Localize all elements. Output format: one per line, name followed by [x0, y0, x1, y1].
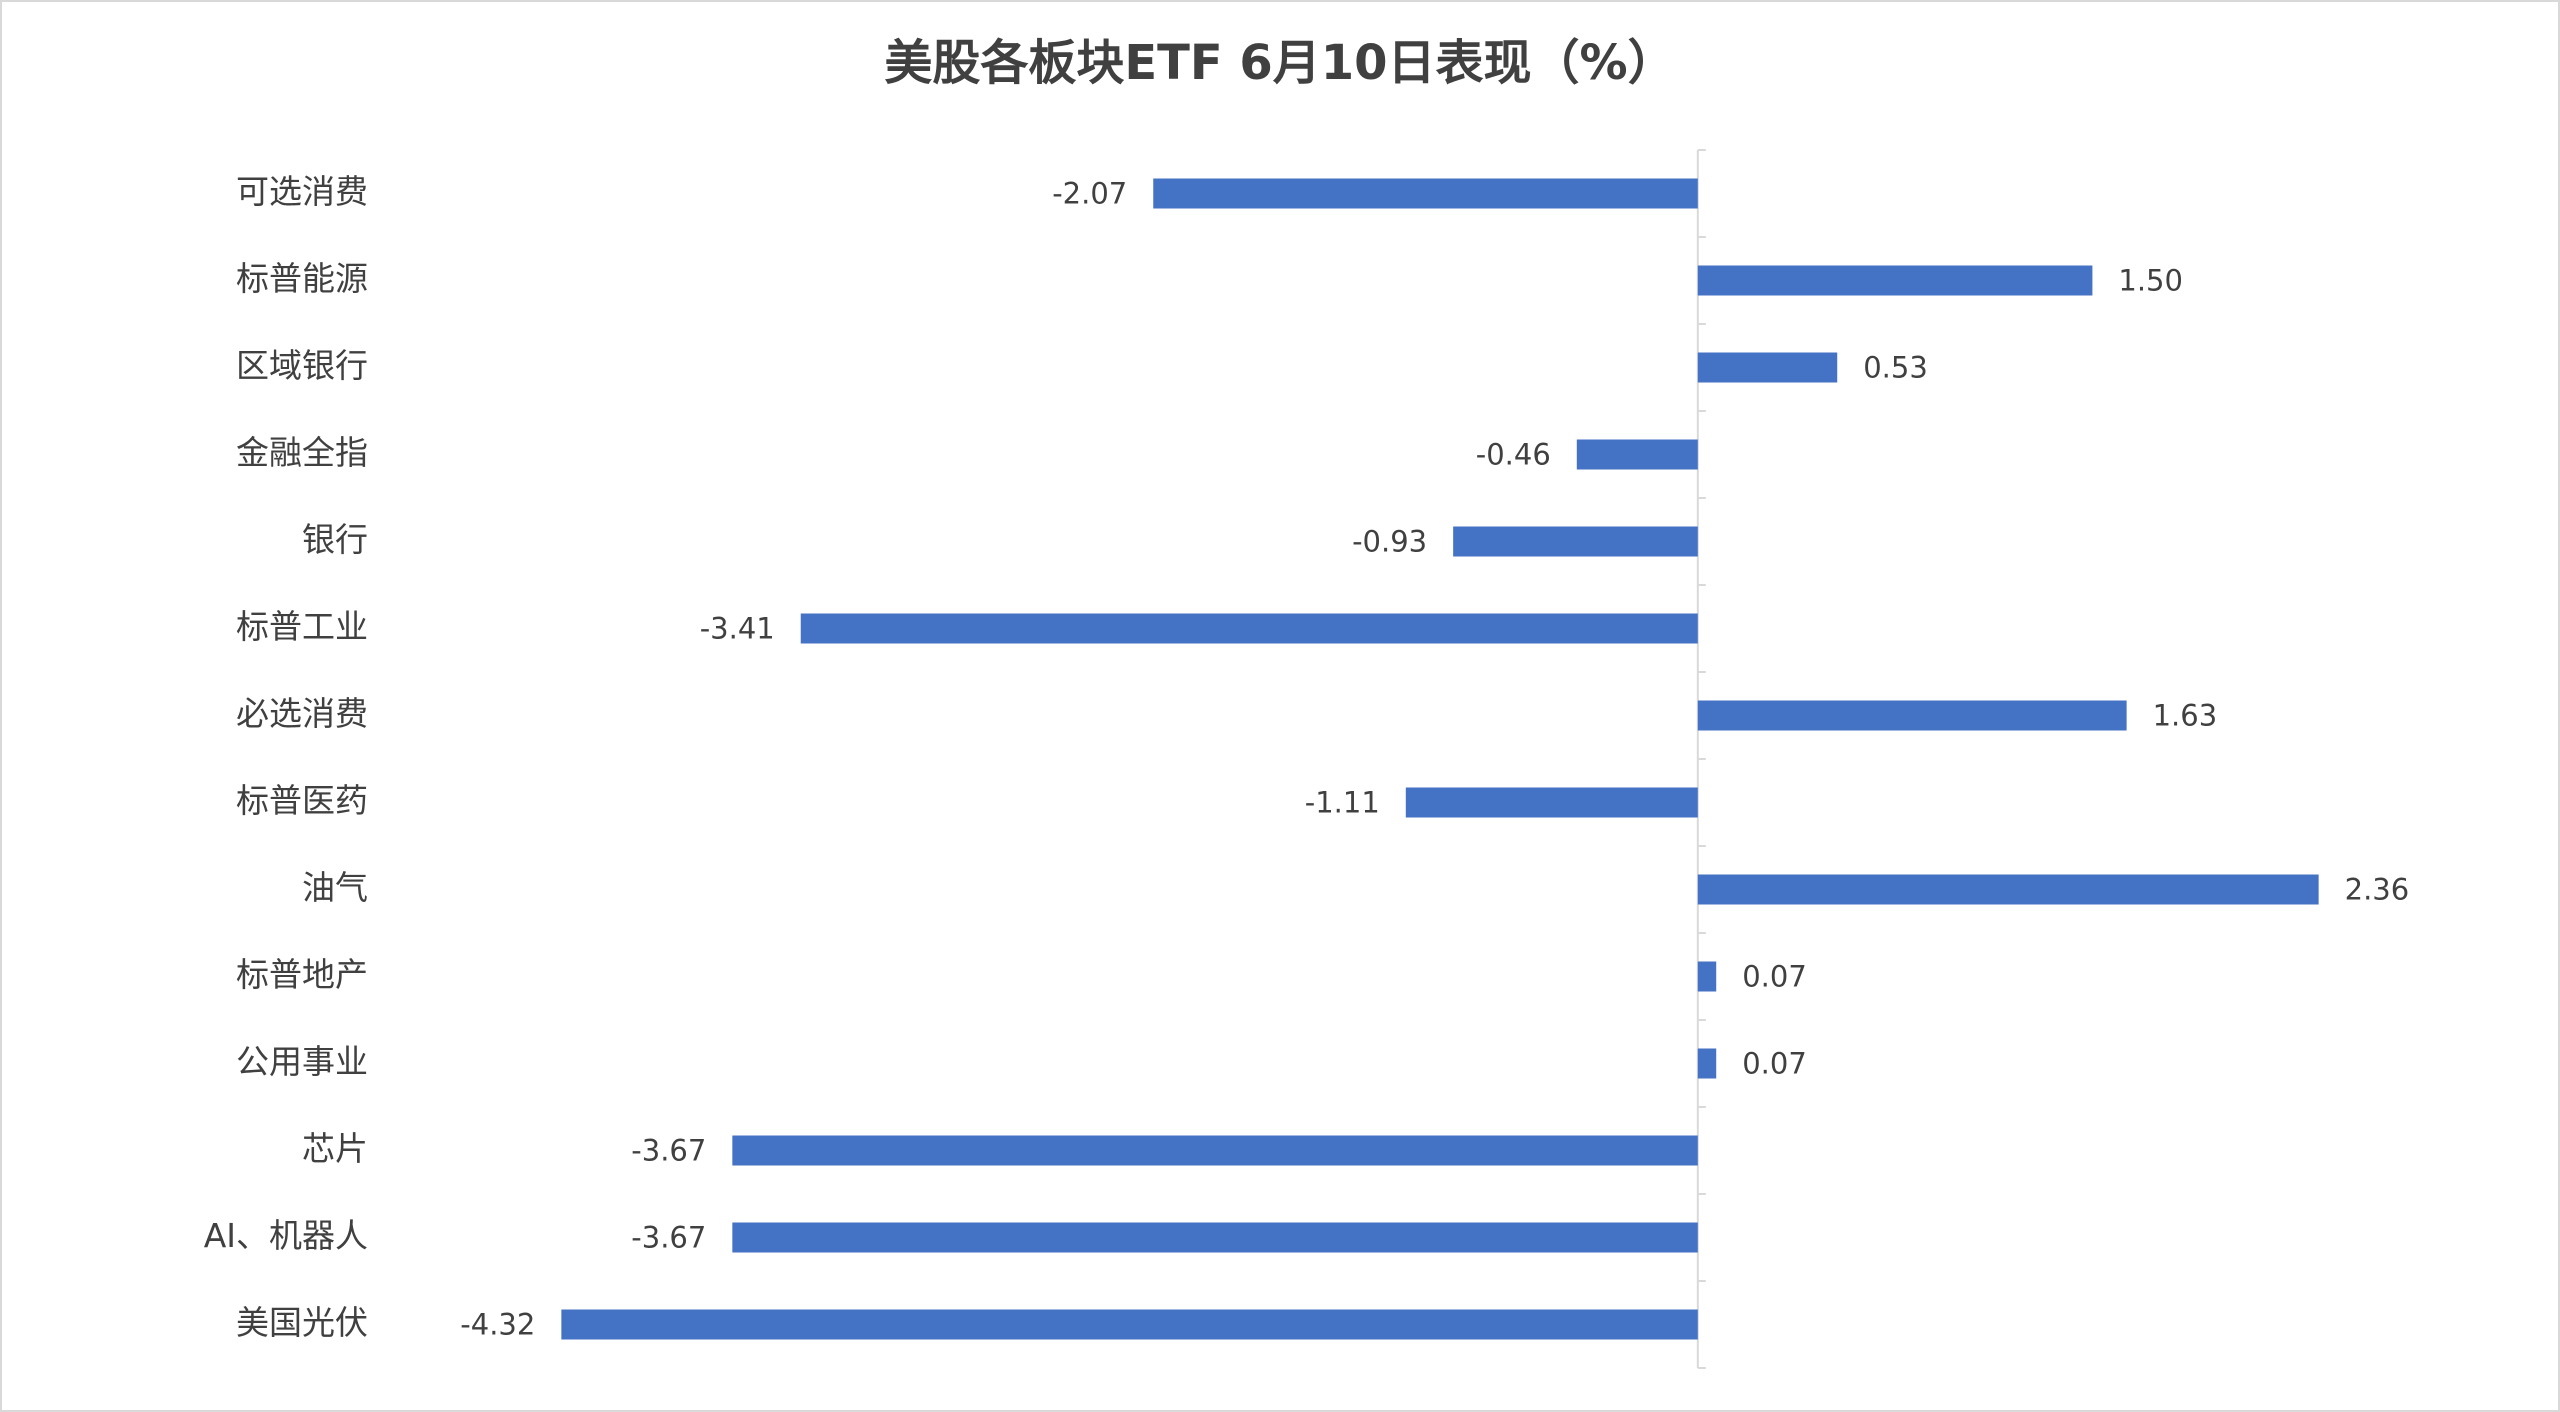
value-label: 0.07: [1742, 1047, 1807, 1081]
category-label: 标普地产: [236, 955, 368, 994]
value-label: -0.93: [1352, 525, 1427, 559]
category-label: 银行: [302, 520, 368, 559]
value-label: -2.07: [1052, 177, 1127, 211]
value-label: -4.32: [460, 1308, 535, 1342]
bar: [1697, 874, 2319, 905]
category-label: AI、机器人: [204, 1216, 368, 1255]
category-label: 必选消费: [236, 694, 368, 733]
value-label: -3.67: [631, 1221, 706, 1255]
category-label: 标普工业: [236, 607, 368, 646]
bar: [1697, 961, 1717, 992]
bar: [732, 1135, 1698, 1166]
chart-title: 美股各板块ETF 6月10日表现（%）: [884, 35, 1675, 91]
value-label: -1.11: [1305, 786, 1380, 820]
category-label: 标普能源: [236, 259, 368, 298]
bar: [732, 1222, 1698, 1253]
bar: [561, 1309, 1698, 1340]
value-label: 0.53: [1863, 351, 1928, 385]
category-label: 标普医药: [236, 781, 368, 820]
category-label: 美国光伏: [236, 1303, 368, 1342]
value-label: 1.63: [2153, 699, 2218, 733]
bar: [1405, 787, 1698, 818]
value-label: 0.07: [1742, 960, 1807, 994]
value-label: -0.46: [1476, 438, 1551, 472]
value-label: 1.50: [2118, 264, 2183, 298]
bar: [1697, 265, 2093, 296]
category-label: 可选消费: [236, 172, 368, 211]
bar: [1697, 352, 1838, 383]
category-label: 油气: [302, 868, 368, 907]
category-label: 芯片: [302, 1129, 368, 1168]
category-label: 金融全指: [236, 433, 368, 472]
value-label: -3.41: [700, 612, 775, 646]
value-label: 2.36: [2345, 873, 2410, 907]
bar: [1453, 526, 1698, 557]
category-label: 公用事业: [236, 1042, 368, 1081]
bar: [1153, 178, 1698, 209]
bar: [1697, 1048, 1717, 1079]
category-label: 区域银行: [236, 346, 368, 385]
value-label: -3.67: [631, 1134, 706, 1168]
bar: [1576, 439, 1698, 470]
bar: [800, 613, 1698, 644]
bar: [1697, 700, 2127, 731]
